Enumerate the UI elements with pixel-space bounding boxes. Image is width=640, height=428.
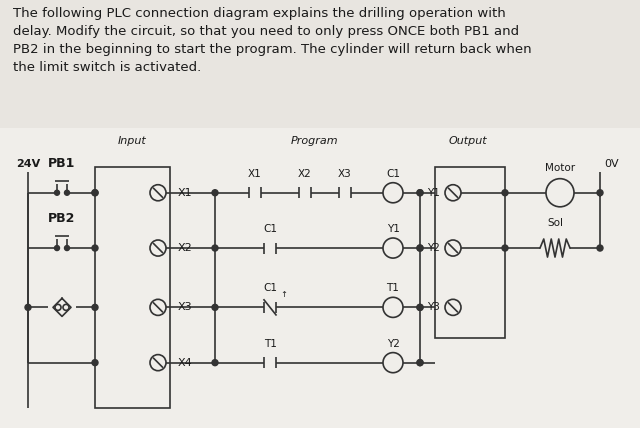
Circle shape — [92, 190, 98, 196]
Text: X2: X2 — [298, 169, 312, 178]
Text: Input: Input — [118, 137, 147, 146]
Circle shape — [65, 190, 70, 195]
Circle shape — [502, 245, 508, 251]
Circle shape — [25, 304, 31, 310]
Text: C1: C1 — [263, 283, 277, 293]
Circle shape — [417, 245, 423, 251]
Circle shape — [417, 304, 423, 310]
Text: X2: X2 — [178, 243, 193, 253]
Circle shape — [212, 245, 218, 251]
Circle shape — [92, 360, 98, 366]
Text: 0V: 0V — [605, 159, 620, 169]
Circle shape — [92, 245, 98, 251]
Circle shape — [92, 304, 98, 310]
Circle shape — [417, 360, 423, 366]
Text: X1: X1 — [248, 169, 262, 178]
Circle shape — [597, 190, 603, 196]
Text: PB2: PB2 — [48, 212, 76, 225]
Text: The following PLC connection diagram explains the drilling operation with
delay.: The following PLC connection diagram exp… — [13, 7, 531, 74]
Text: X3: X3 — [178, 302, 193, 312]
Text: Output: Output — [449, 137, 487, 146]
Circle shape — [417, 190, 423, 196]
Text: X1: X1 — [178, 188, 193, 198]
Text: Y3: Y3 — [427, 302, 440, 312]
Circle shape — [417, 245, 423, 251]
Circle shape — [212, 190, 218, 196]
Circle shape — [417, 304, 423, 310]
Text: Y1: Y1 — [427, 188, 440, 198]
Circle shape — [502, 190, 508, 196]
Text: T1: T1 — [387, 283, 399, 293]
Circle shape — [54, 246, 60, 250]
Text: X4: X4 — [178, 358, 193, 368]
Text: C1: C1 — [263, 224, 277, 234]
Text: Y2: Y2 — [427, 243, 440, 253]
Text: ↑: ↑ — [280, 290, 287, 299]
Bar — [95, 166, 170, 408]
Text: Y2: Y2 — [387, 339, 399, 348]
Bar — [435, 166, 505, 338]
Text: T1: T1 — [264, 339, 276, 348]
Text: Sol: Sol — [547, 218, 563, 228]
Text: Program: Program — [291, 137, 339, 146]
Text: PB1: PB1 — [48, 157, 76, 169]
Circle shape — [417, 360, 423, 366]
Text: X3: X3 — [338, 169, 352, 178]
Circle shape — [212, 304, 218, 310]
Circle shape — [212, 360, 218, 366]
Circle shape — [417, 190, 423, 196]
Text: Motor: Motor — [545, 163, 575, 172]
Circle shape — [54, 190, 60, 195]
Text: 24V: 24V — [16, 159, 40, 169]
Text: C1: C1 — [386, 169, 400, 178]
Circle shape — [92, 190, 98, 196]
Circle shape — [65, 246, 70, 250]
Text: Y1: Y1 — [387, 224, 399, 234]
Circle shape — [597, 245, 603, 251]
